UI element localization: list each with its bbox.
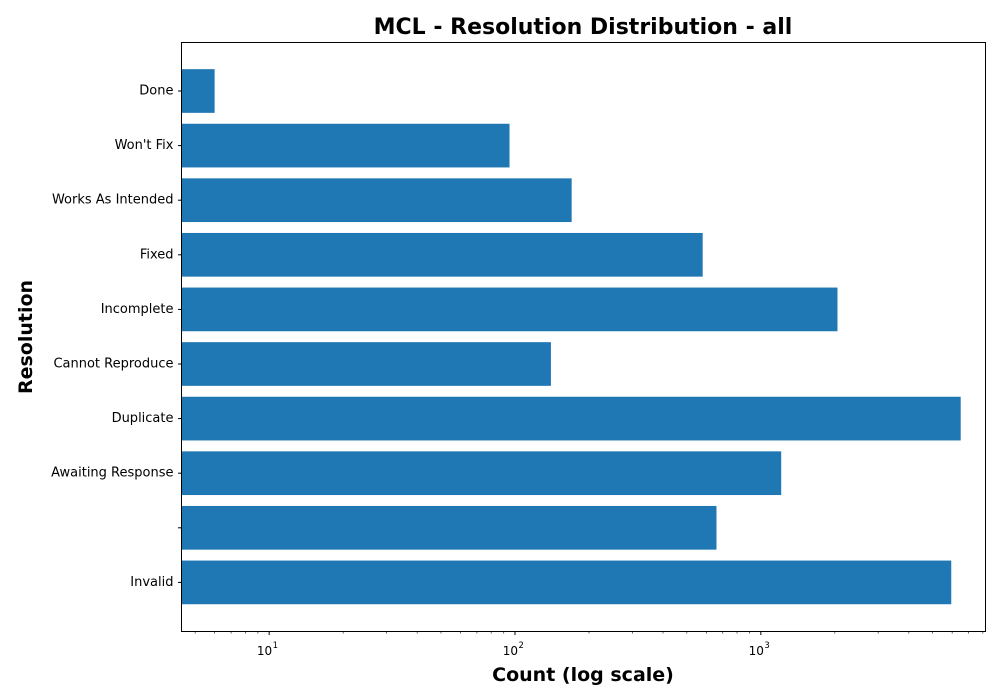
bar: [181, 342, 551, 386]
y-tick-label: Awaiting Response: [51, 466, 173, 481]
bar: [181, 178, 572, 223]
plot-frame: [181, 42, 986, 632]
y-ticks-group: Done Won't Fix Works As Intended Fixed Incom…: [51, 84, 182, 590]
bar: [181, 287, 838, 332]
bar: [181, 396, 961, 441]
y-tick-label: Won't Fix: [115, 138, 174, 153]
y-tick-label: Invalid: [130, 575, 173, 590]
x-tick-label: 10: [257, 644, 272, 658]
x-ticks-group: 10 1 10 2 10 3: [194, 631, 984, 658]
x-tick-exponent: 2: [518, 641, 523, 651]
x-tick-label: 10: [503, 644, 518, 658]
bars-group: [181, 69, 961, 605]
bar: [181, 560, 952, 605]
y-tick-label: Cannot Reproduce: [53, 357, 173, 372]
bar: [181, 232, 703, 277]
chart-title: MCL - Resolution Distribution - all: [374, 15, 793, 40]
y-tick-label: Works As Intended: [52, 193, 174, 208]
bar: [181, 505, 717, 550]
x-tick-exponent: 1: [273, 641, 278, 651]
x-tick-label: 10: [749, 644, 764, 658]
y-axis-label: Resolution: [15, 280, 37, 394]
x-axis-label: Count (log scale): [492, 664, 674, 686]
bar: [181, 451, 782, 496]
y-tick-label: Duplicate: [112, 411, 174, 426]
bar: [181, 69, 215, 113]
y-tick-label: Fixed: [140, 247, 174, 262]
x-tick-exponent: 3: [764, 641, 769, 651]
y-tick-label: Incomplete: [101, 302, 174, 317]
y-tick-label: Done: [139, 84, 173, 99]
bar: [181, 123, 510, 168]
